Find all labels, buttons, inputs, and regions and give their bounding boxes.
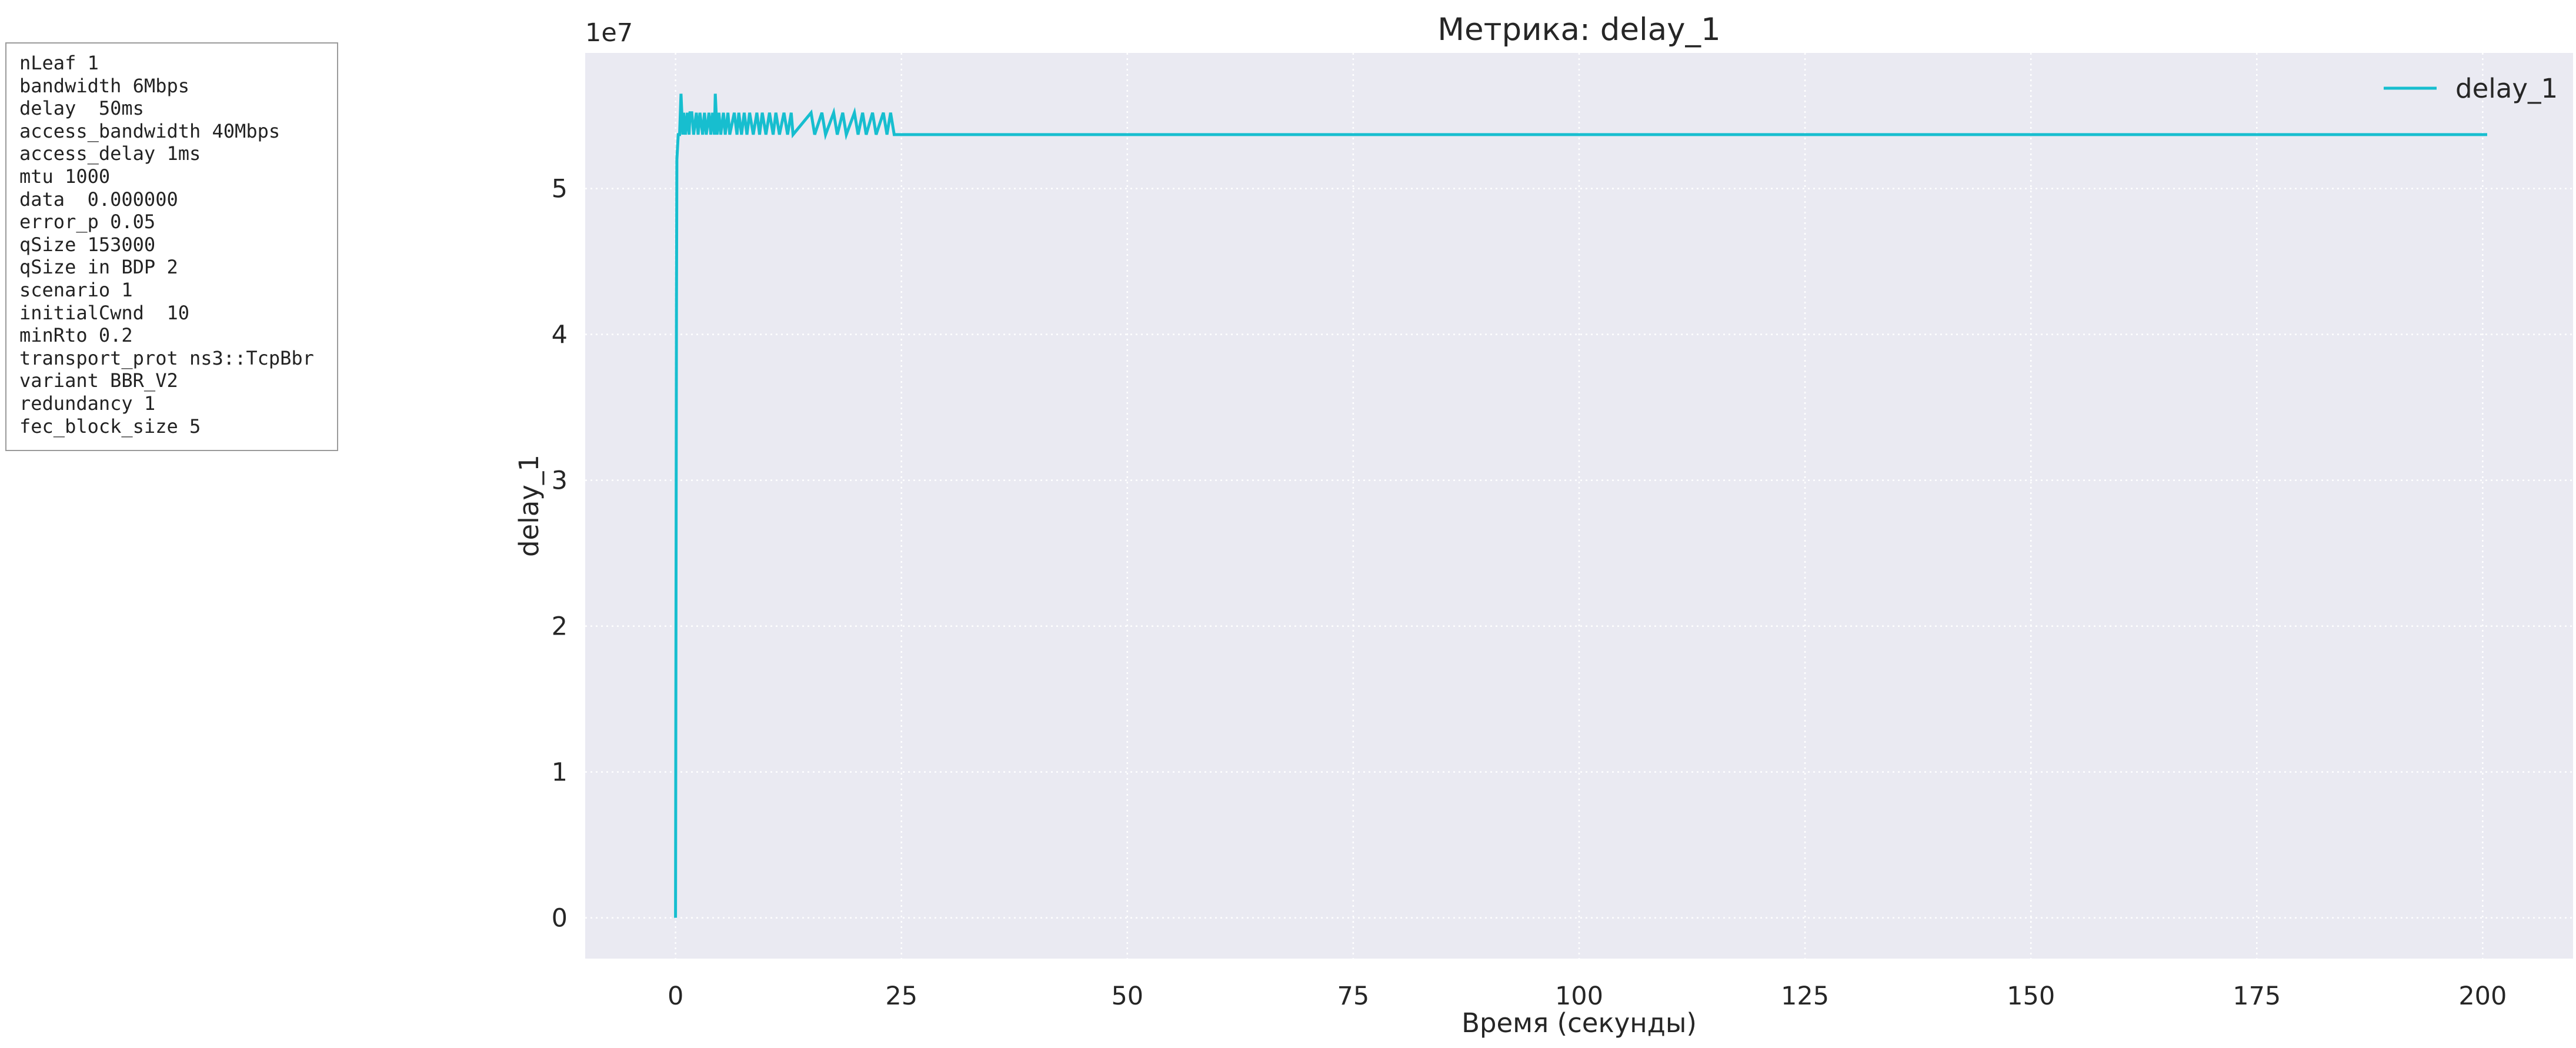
legend-label: delay_1 [2455,73,2558,104]
y-tick-label: 1 [552,758,568,787]
y-tick-label: 3 [552,466,568,496]
y-axis-label: delay_1 [513,455,545,557]
param-line: fec_block_size 5 [19,415,201,438]
param-line: redundancy 1 [19,392,156,415]
param-line: scenario 1 [19,278,133,301]
param-line: transport_prot ns3::TcpBbr [19,346,314,369]
y-tick-label: 5 [552,175,568,204]
param-line: minRto 0.2 [19,324,133,347]
x-tick-label: 125 [1781,982,1829,1011]
param-line: data 0.000000 [19,188,178,211]
x-tick-label: 25 [885,982,917,1011]
param-line: access_bandwidth 40Mbps [19,119,281,142]
plot-area [585,53,2573,959]
y-tick-label: 0 [552,904,568,933]
param-line: access_delay 1ms [19,142,201,165]
param-line: qSize in BDP 2 [19,256,178,279]
param-line: variant BBR_V2 [19,369,178,392]
x-tick-label: 200 [2458,982,2507,1011]
series-layer [674,94,2487,918]
chart-title: Метрика: delay_1 [1437,12,1721,48]
x-tick-label: 175 [2233,982,2281,1011]
legend: delay_1 [2384,73,2558,104]
parameters-box: nLeaf 1 bandwidth 6Mbps delay 50ms access_b… [5,42,338,451]
x-tick-label: 100 [1555,982,1603,1011]
param-line: nLeaf 1 [19,52,99,74]
y-tick-label: 2 [552,612,568,642]
y-tick-label: 4 [552,321,568,350]
x-tick-label: 50 [1111,982,1143,1011]
series-line-delay_1 [674,94,2487,918]
param-line: bandwidth 6Mbps [19,74,189,97]
y-offset-label: 1e7 [585,18,633,48]
x-tick-label: 150 [2007,982,2055,1011]
param-line: mtu 1000 [19,165,111,188]
x-tick-label: 0 [668,982,683,1011]
param-line: initialCwnd 10 [19,301,189,324]
x-tick-label: 75 [1337,982,1370,1011]
param-line: error_p 0.05 [19,211,156,233]
tick-labels: 0 25 50 75 100 125 150 175 200 0 1 2 3 4 5 [552,175,2507,1011]
x-axis-label: Время (секунды) [1461,1007,1697,1039]
param-line: delay 50ms [19,97,144,120]
param-line: qSize 153000 [19,233,156,256]
